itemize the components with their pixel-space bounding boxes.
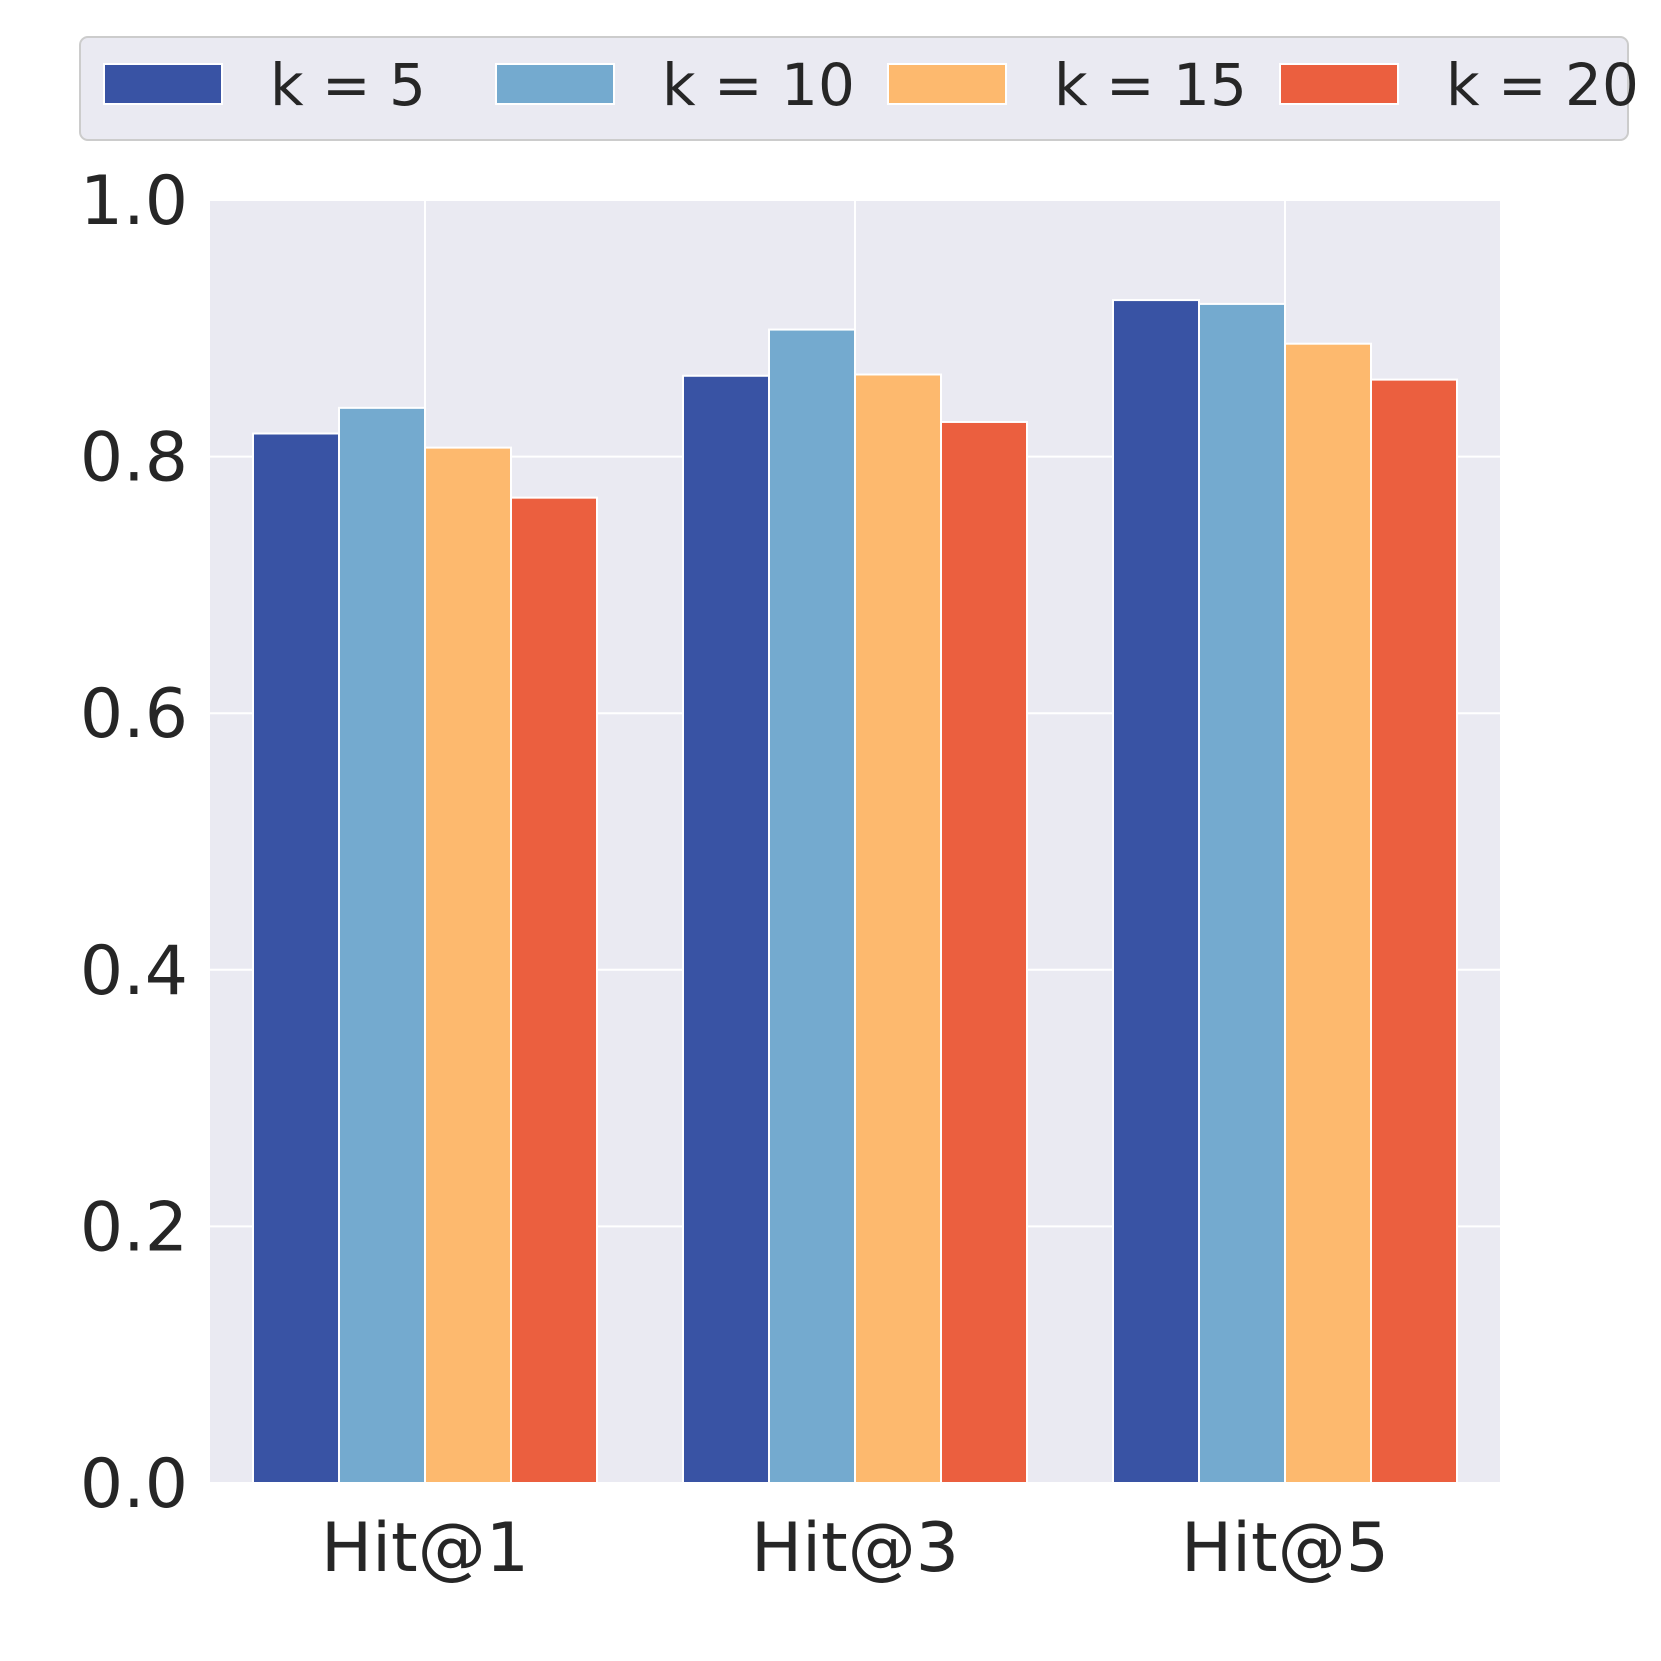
bar-Hit@5-k=5 xyxy=(1112,299,1200,1485)
bar-Hit@5-k=10 xyxy=(1198,302,1286,1485)
bar-Hit@1-k=20 xyxy=(510,496,598,1484)
y-tick-label: 0.0 xyxy=(80,1445,188,1524)
legend-label: k = 5 xyxy=(270,51,426,119)
bar-Hit@1-k=5 xyxy=(252,432,340,1485)
x-axis-ticks: Hit@1 Hit@3 Hit@5 xyxy=(321,1509,1389,1588)
y-tick-label: 0.8 xyxy=(80,419,188,498)
bar-Hit@3-k=5 xyxy=(682,374,770,1484)
bar-Hit@5-k=15 xyxy=(1284,342,1372,1484)
x-tick-label: Hit@1 xyxy=(321,1509,529,1588)
x-tick-label: Hit@5 xyxy=(1181,1509,1389,1588)
legend-swatch xyxy=(103,63,223,105)
bar-Hit@3-k=20 xyxy=(940,420,1028,1485)
legend: k = 5 k = 10 k = 15 k = 20 xyxy=(79,36,1639,141)
bar-Hit@5-k=20 xyxy=(1370,378,1458,1484)
y-tick-label: 0.4 xyxy=(80,932,188,1011)
bar-Hit@1-k=15 xyxy=(424,446,512,1484)
legend-label: k = 10 xyxy=(662,51,855,119)
bar-Hit@3-k=15 xyxy=(854,373,942,1484)
legend-swatch xyxy=(887,63,1007,105)
legend-label: k = 20 xyxy=(1446,51,1639,119)
y-tick-label: 1.0 xyxy=(80,162,188,241)
bar-Hit@1-k=10 xyxy=(338,406,426,1485)
y-axis-ticks: 0.0 0.2 0.4 0.6 0.8 1.0 xyxy=(80,162,188,1524)
y-tick-label: 0.6 xyxy=(80,675,188,754)
x-tick-label: Hit@3 xyxy=(751,1509,959,1588)
bar-Hit@3-k=10 xyxy=(768,328,856,1484)
legend-frame xyxy=(79,36,1629,141)
legend-label: k = 15 xyxy=(1054,51,1247,119)
y-tick-label: 0.2 xyxy=(80,1188,188,1267)
legend-swatch xyxy=(495,63,615,105)
bars xyxy=(252,299,1458,1485)
legend-swatch xyxy=(1279,63,1399,105)
